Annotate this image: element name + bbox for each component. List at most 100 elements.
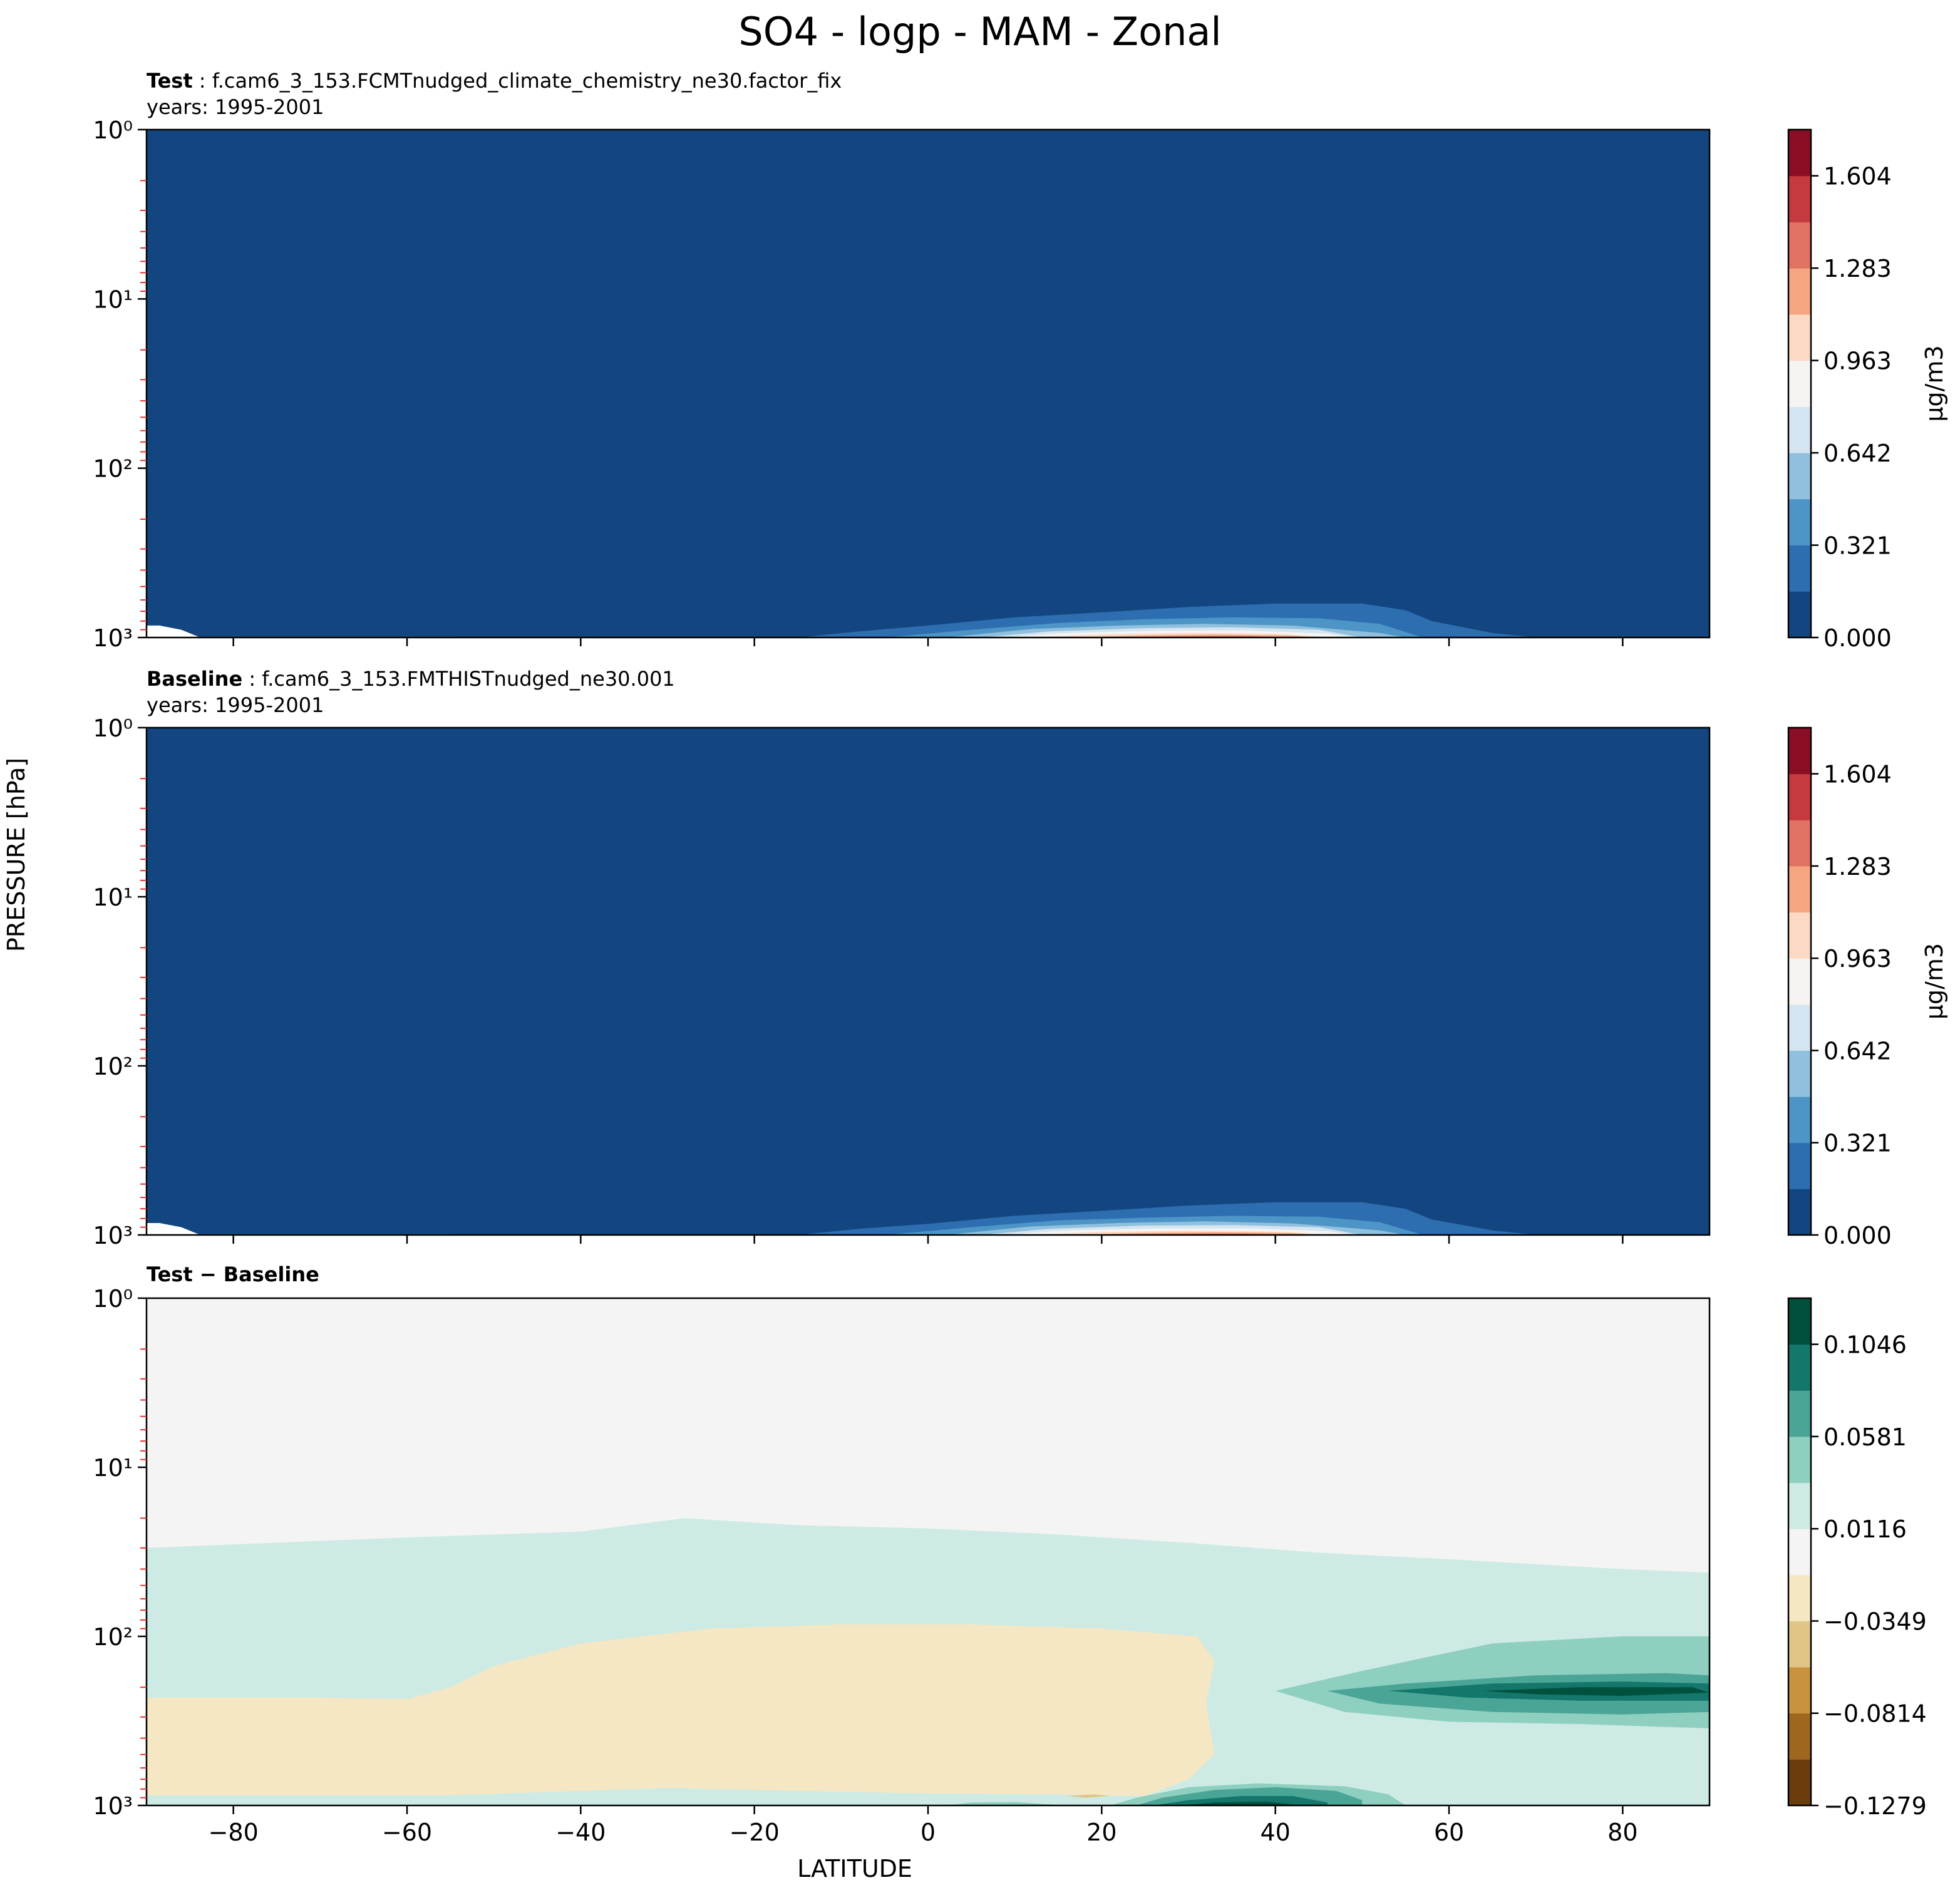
- colorbar-band: [1788, 1436, 1811, 1484]
- colorbar-tick-label: −0.0814: [1823, 1700, 1927, 1728]
- panel-3-title: Test − Baseline: [147, 1261, 319, 1288]
- colorbar-band: [1788, 1482, 1811, 1529]
- contour-level-1: [147, 487, 1710, 638]
- colorbar-2: 0.000 0.321 0.642 0.963 1.283 1.604 μg/m3: [1787, 726, 1948, 1249]
- panel-1-title: Test : f.cam6_3_153.FCMTnudged_climate_c…: [147, 68, 842, 120]
- colorbar-band: [1788, 545, 1811, 592]
- colorbar-tick-label: 0.000: [1823, 624, 1892, 652]
- colorbar-band: [1788, 268, 1811, 315]
- y-tick-label: 10⁰: [93, 715, 133, 742]
- y-tick-label: 10⁰: [93, 116, 133, 144]
- x-tick-label: 0: [921, 1819, 936, 1846]
- colorbar-band: [1788, 222, 1811, 269]
- colorbar-unit-label: μg/m3: [1921, 345, 1948, 421]
- colorbar-band: [1788, 591, 1811, 638]
- colorbar-band: [1788, 1298, 1811, 1345]
- colorbar-unit-label: μg/m3: [1921, 943, 1948, 1020]
- colorbar-tick-label: 1.604: [1823, 163, 1892, 190]
- figure-title: SO4 - logp - MAM - Zonal: [738, 9, 1222, 54]
- plot-area-3: [147, 1298, 1710, 1805]
- panel-1: 10⁰ 10¹ 10² 10³ 0.000 0.321 0.642 0.963 1.283 1.6…: [93, 116, 1948, 652]
- colorbar-band: [1788, 820, 1811, 867]
- colorbar-band: [1788, 728, 1811, 775]
- colorbar-band: [1788, 1621, 1811, 1668]
- colorbar-band: [1788, 1004, 1811, 1051]
- x-tick-label: −20: [730, 1819, 780, 1846]
- panel-2-years: years: 1995-2001: [147, 693, 324, 717]
- colorbar-tick-label: 0.321: [1823, 1130, 1892, 1157]
- colorbar-band: [1788, 314, 1811, 361]
- colorbar-band: [1788, 1142, 1811, 1189]
- colorbar-frame: [1787, 128, 1812, 639]
- y-tick-label: 10⁰: [93, 1285, 133, 1313]
- colorbar-band: [1788, 175, 1811, 222]
- colorbar-band: [1788, 406, 1811, 453]
- plot-area-2: [147, 728, 1710, 1235]
- colorbar-band: [1788, 912, 1811, 959]
- x-tick-label: 80: [1607, 1819, 1638, 1846]
- colorbar-tick-label: 0.1046: [1823, 1331, 1907, 1359]
- x-tick-label: −40: [555, 1819, 606, 1846]
- x-tick-label: −60: [382, 1819, 432, 1846]
- y-tick-label: 10³: [93, 1222, 133, 1249]
- colorbar-tick-label: 0.0581: [1823, 1423, 1907, 1451]
- y-tick-label: 10²: [93, 1623, 133, 1651]
- colorbar-tick-label: 0.642: [1823, 440, 1892, 467]
- colorbar-band: [1788, 1529, 1811, 1576]
- x-tick-label: 40: [1260, 1819, 1290, 1846]
- panel-2-title: Baseline : f.cam6_3_153.FMTHISTnudged_ne…: [147, 666, 675, 718]
- y-tick-label: 10¹: [93, 286, 133, 313]
- colorbar-tick-label: 1.283: [1823, 853, 1892, 880]
- colorbar-3: −0.1279 −0.0814 −0.0349 0.0116 0.0581 0.1046: [1787, 1297, 1927, 1820]
- panel-3: 10⁰ 10¹ 10² 10³ −80 −60 −40 −20 0 20 40 60 80 −0.1279…: [93, 1285, 1926, 1846]
- panel-2-label: Baseline: [147, 667, 243, 691]
- panel-3-label: Test − Baseline: [147, 1262, 319, 1286]
- y-tick-label: 10¹: [93, 884, 133, 911]
- contour-level-9: [1153, 1796, 1328, 1805]
- colorbar-band: [1788, 958, 1811, 1005]
- colorbar-band: [1788, 1713, 1811, 1760]
- colorbar-tick-label: 0.000: [1823, 1222, 1892, 1249]
- x-tick-label: 60: [1434, 1819, 1464, 1846]
- colorbar-tick-label: 0.963: [1823, 945, 1892, 973]
- plot-area-1: [147, 130, 1710, 638]
- colorbar-band: [1788, 1667, 1811, 1714]
- colorbar-tick-label: 1.604: [1823, 761, 1892, 788]
- panel-1-case: : f.cam6_3_153.FCMTnudged_climate_chemis…: [192, 69, 842, 93]
- colorbar-band: [1788, 1759, 1811, 1806]
- colorbar-band: [1788, 360, 1811, 407]
- colorbar-1: 0.000 0.321 0.642 0.963 1.283 1.604 μg/m3: [1787, 128, 1948, 652]
- panel-1-years: years: 1995-2001: [147, 95, 324, 119]
- contour-level-12: [1066, 1794, 1111, 1798]
- contour-level-11: [945, 1802, 1058, 1805]
- colorbar-frame: [1787, 1297, 1812, 1807]
- colorbar-band: [1788, 498, 1811, 546]
- contour-level-2: [147, 1624, 1215, 1796]
- y-tick-label: 10²: [93, 455, 133, 483]
- y-tick-label: 10³: [93, 624, 133, 652]
- colorbar-band: [1788, 1189, 1811, 1236]
- panel-2-case: : f.cam6_3_153.FMTHISTnudged_ne30.001: [242, 667, 675, 691]
- colorbar-tick-label: −0.1279: [1823, 1792, 1927, 1820]
- colorbar-band: [1788, 130, 1811, 177]
- colorbar-tick-label: 0.0116: [1823, 1515, 1907, 1543]
- colorbar-band: [1788, 453, 1811, 500]
- y-tick-label: 10¹: [93, 1454, 133, 1482]
- colorbar-band: [1788, 1574, 1811, 1621]
- colorbar-band: [1788, 1344, 1811, 1391]
- colorbar-tick-label: −0.0349: [1823, 1608, 1927, 1635]
- x-axis-label: LATITUDE: [797, 1855, 912, 1882]
- x-tick-label: −80: [209, 1819, 259, 1846]
- missing-data-region: [147, 1222, 460, 1235]
- colorbar-tick-label: 0.642: [1823, 1037, 1892, 1065]
- colorbar-tick-label: 0.321: [1823, 532, 1892, 560]
- x-tick-label: 20: [1086, 1819, 1117, 1846]
- colorbar-band: [1788, 1050, 1811, 1097]
- y-tick-label: 10³: [93, 1792, 133, 1820]
- y-tick-label: 10²: [93, 1053, 133, 1080]
- panel-2: 10⁰ 10¹ 10² 10³ 0.000 0.321 0.642 0.963 1.283 1.6…: [93, 715, 1948, 1249]
- colorbar-tick-label: 1.283: [1823, 255, 1892, 282]
- panel-1-label: Test: [147, 69, 193, 93]
- contour-level-6: [1483, 1687, 1710, 1696]
